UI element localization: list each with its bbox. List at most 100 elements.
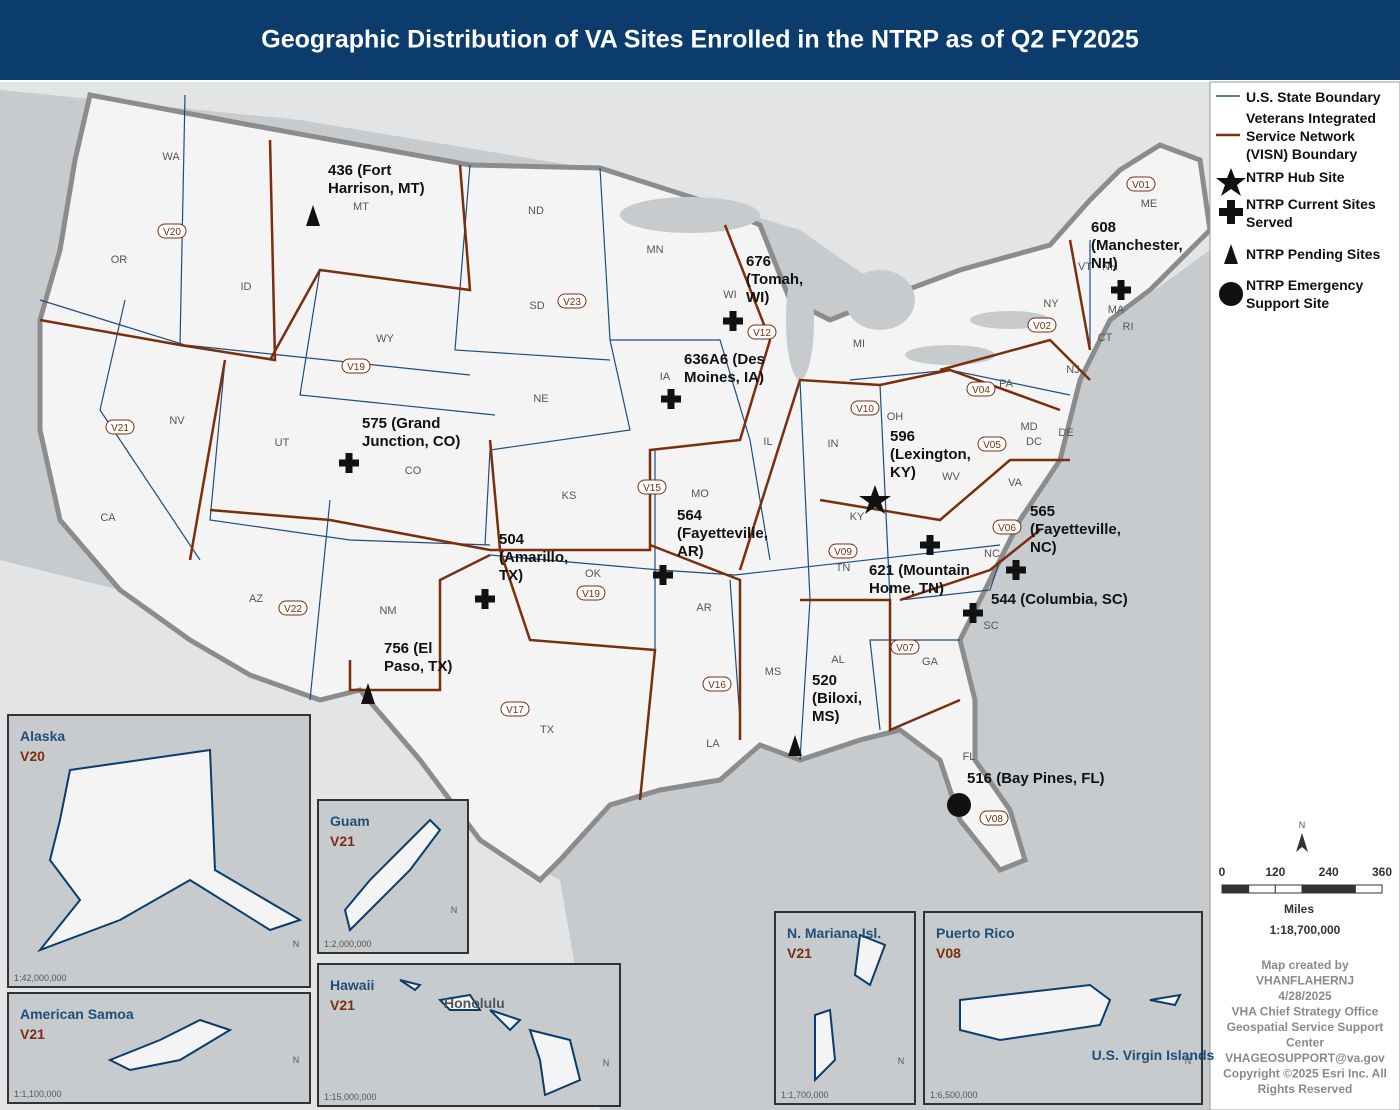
visn-badge <box>341 358 371 374</box>
inset-visn: V21 <box>20 1026 45 1042</box>
state-boundaries <box>39 94 1091 761</box>
scale-bar: N 0 120 240 360 Miles 1:18,700,000 <box>1219 820 1393 937</box>
place-label: Honolulu <box>444 995 505 1011</box>
inset-name: Puerto Rico <box>936 925 1015 941</box>
visn-badge <box>157 223 187 239</box>
inset-visn: V20 <box>20 748 45 764</box>
state-label: NE <box>533 393 548 405</box>
inset-name: Hawaii <box>330 977 374 993</box>
hub-marker <box>859 485 891 514</box>
inset-name: American Samoa <box>20 1006 134 1022</box>
state-label: TN <box>836 562 851 574</box>
site-label: 504 (Amarillo, TX) <box>499 531 569 584</box>
visn-badge <box>576 585 606 601</box>
site-label: 564 (Fayetteville, AR) <box>677 507 768 560</box>
state-label: DE <box>1058 427 1073 439</box>
state-label: AZ <box>249 593 263 605</box>
north-arrow: N <box>1185 1056 1192 1066</box>
inset-land <box>959 983 1182 1042</box>
credit-line: Copyright ©2025 Esri Inc. All <box>1223 1067 1387 1081</box>
visn-label: V02 <box>1033 321 1051 332</box>
pending-marker <box>361 683 375 704</box>
site-label: 575 (Grand Junction, CO) <box>362 415 461 450</box>
legend-emergency <box>1219 282 1243 306</box>
state-label: FL <box>963 751 976 763</box>
visn-badge <box>992 519 1022 535</box>
scale-unit: Miles <box>1284 902 1314 916</box>
state-label: MN <box>646 244 663 256</box>
scale-segment <box>1328 884 1356 894</box>
north-arrow: N <box>293 1055 300 1065</box>
site-label: 516 (Bay Pines, FL) <box>967 770 1105 787</box>
inset-scale: 1:2,000,000 <box>324 939 372 949</box>
title-bar <box>0 0 1400 80</box>
visn-label: V05 <box>983 440 1001 451</box>
state-label: SD <box>529 300 544 312</box>
north-arrow: N <box>898 1056 905 1066</box>
site-label: 608 (Manchester, NH) <box>1091 219 1183 272</box>
state-label: IN <box>828 438 839 450</box>
current-marker <box>920 535 940 555</box>
visn-badge <box>828 543 858 559</box>
us-land <box>37 92 1213 884</box>
visn-label: V09 <box>834 547 852 558</box>
visn-label: V16 <box>708 680 726 691</box>
state-label: KS <box>562 490 577 502</box>
north-arrow: N <box>293 939 300 949</box>
inset-visn: V21 <box>787 945 812 961</box>
state-label: NY <box>1043 298 1059 310</box>
legend-item: Veterans Integrated Service Network (VIS… <box>1246 110 1376 162</box>
state-label: MI <box>853 338 865 350</box>
credit-line: Center <box>1286 1036 1324 1050</box>
visn-label: V19 <box>347 362 365 373</box>
visn-label: V07 <box>896 643 914 654</box>
inset-frame <box>774 911 916 1105</box>
state-label: LA <box>706 738 720 750</box>
inset-scale: 1:1,700,000 <box>781 1090 829 1100</box>
state-label: TX <box>540 724 555 736</box>
current-marker <box>1006 560 1026 580</box>
site-label: 676 (Tomah, WI) <box>746 253 804 306</box>
inset-name: N. Mariana Isl. <box>787 925 881 941</box>
visn-label: V17 <box>506 705 524 716</box>
inset-visn: V21 <box>330 833 355 849</box>
visn-badge <box>977 436 1007 452</box>
site-label: 520 (Biloxi, MS) <box>812 672 863 725</box>
state-label: WV <box>942 471 960 483</box>
state-label: IL <box>763 436 772 448</box>
state-label: UT <box>275 437 290 449</box>
inset-name: Alaska <box>20 728 65 744</box>
legend-item: NTRP Hub Site <box>1246 169 1345 185</box>
state-label: WA <box>162 151 180 163</box>
north-arrow: N <box>1299 820 1306 830</box>
scale-segment <box>1354 884 1383 894</box>
scale-ratio: 1:18,700,000 <box>1270 923 1341 937</box>
inset-scale: 1:15,000,000 <box>324 1092 377 1102</box>
state-label: MA <box>1108 304 1125 316</box>
state-label: NC <box>984 548 1000 560</box>
state-label: MS <box>765 666 782 678</box>
site-label: 636A6 (Des Moines, IA) <box>684 351 765 386</box>
visn-badge <box>966 381 996 397</box>
state-label: AR <box>696 602 711 614</box>
legend-panel <box>1209 81 1400 1110</box>
state-label: CA <box>100 512 116 524</box>
visn-badge <box>500 701 530 717</box>
visn-label: V04 <box>972 385 990 396</box>
visn-badge <box>1126 176 1156 192</box>
north-arrow: N <box>451 905 458 915</box>
scale-tick-label: 360 <box>1372 865 1392 879</box>
site-label: 565 (Fayetteville, NC) <box>1030 503 1121 556</box>
credit-line: Rights Reserved <box>1258 1082 1353 1096</box>
legend-symbols <box>1209 81 1400 1110</box>
site-markers <box>306 205 1131 817</box>
state-label: GA <box>922 656 939 668</box>
inset-scale: 1:1,100,000 <box>14 1089 62 1099</box>
state-label: KY <box>850 511 865 523</box>
visn-badge <box>747 324 777 340</box>
credit-line: 4/28/2025 <box>1278 989 1332 1003</box>
visn-label: V21 <box>111 423 129 434</box>
state-label: NH <box>1102 261 1118 273</box>
current-marker <box>661 389 681 409</box>
scale-segment <box>1248 884 1276 894</box>
